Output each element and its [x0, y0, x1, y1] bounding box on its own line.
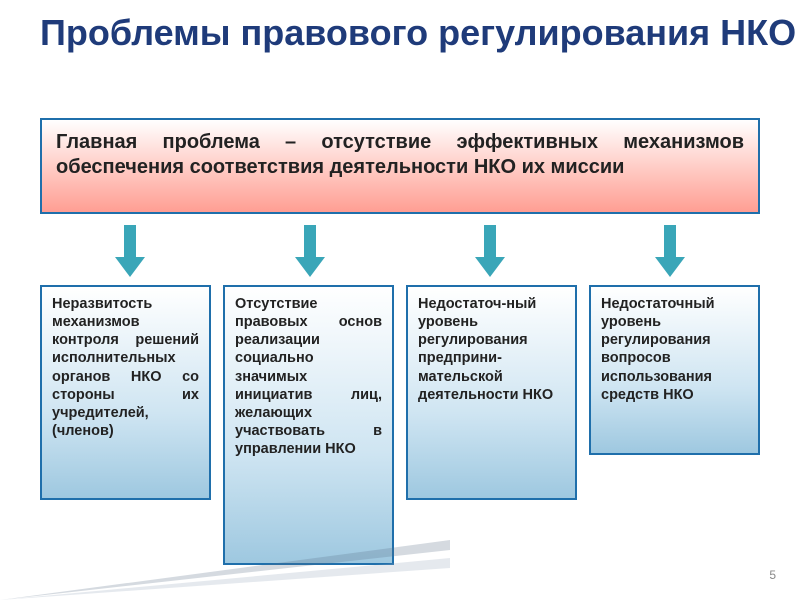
page-number: 5 — [769, 568, 776, 582]
background-decoration — [0, 540, 450, 600]
sub-box-4: Недостаточный уровень регулирования вопр… — [589, 285, 760, 455]
sub-box-wrap: Неразвитость механизмов контроля решений… — [40, 285, 211, 565]
sub-box-row: Неразвитость механизмов контроля решений… — [40, 285, 760, 565]
sub-box-2: Отсутствие правовых основ реализации соц… — [223, 285, 394, 565]
arrow-down-icon — [295, 225, 325, 279]
main-problem-box: Главная проблема – отсутствие эффективны… — [40, 118, 760, 214]
arrow-row — [40, 222, 760, 282]
sub-box-wrap: Недостаточ-ный уровень регулирования пре… — [406, 285, 577, 565]
slide-title: Проблемы правового регулирования НКО — [40, 12, 796, 53]
sub-box-wrap: Отсутствие правовых основ реализации соц… — [223, 285, 394, 565]
arrow-down-icon — [115, 225, 145, 279]
sub-box-wrap: Недостаточный уровень регулирования вопр… — [589, 285, 760, 565]
arrow-down-icon — [655, 225, 685, 279]
sub-box-3: Недостаточ-ный уровень регулирования пре… — [406, 285, 577, 500]
sub-box-1: Неразвитость механизмов контроля решений… — [40, 285, 211, 500]
arrow-down-icon — [475, 225, 505, 279]
slide: Проблемы правового регулирования НКО Гла… — [0, 0, 800, 600]
